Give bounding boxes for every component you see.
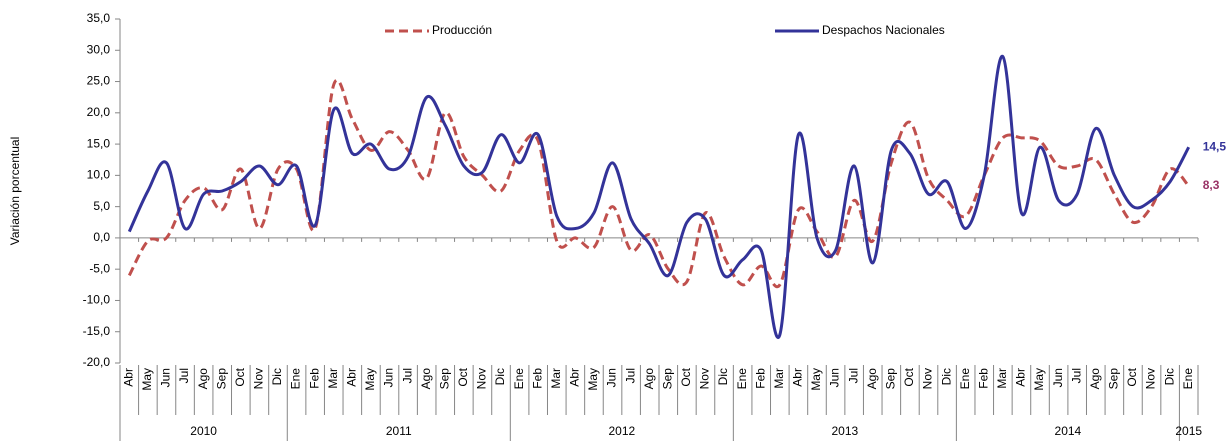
x-tick-label: Jul: [177, 368, 191, 383]
value-label: 8,3: [1203, 178, 1220, 192]
x-tick-label: Feb: [530, 368, 544, 389]
y-tick-label: 25,0: [87, 74, 111, 88]
x-tick-label: Abr: [344, 368, 358, 387]
x-tick-label: Jul: [846, 368, 860, 383]
x-tick-label: Ene: [289, 368, 303, 390]
x-group-label: 2013: [832, 424, 859, 438]
x-tick-label: Ene: [735, 368, 749, 390]
x-tick-label: Abr: [121, 368, 135, 387]
y-tick-label: -10,0: [83, 293, 111, 307]
x-tick-label: Sep: [660, 368, 674, 390]
x-tick-label: Jul: [623, 368, 637, 383]
x-tick-label: Feb: [307, 368, 321, 389]
x-tick-label: Oct: [233, 367, 247, 386]
x-tick-label: Abr: [568, 368, 582, 387]
x-tick-label: Sep: [214, 368, 228, 390]
y-tick-label: 15,0: [87, 136, 111, 150]
x-tick-label: May: [586, 368, 600, 391]
y-tick-label: 5,0: [93, 199, 110, 213]
x-tick-label: Mar: [995, 368, 1009, 389]
x-tick-label: Oct: [1125, 367, 1139, 386]
y-axis-label: Variación porcentual: [8, 137, 22, 246]
x-tick-label: Mar: [326, 368, 340, 389]
x-group-label: 2012: [608, 424, 635, 438]
x-tick-label: May: [809, 368, 823, 391]
x-tick-label: Jun: [828, 368, 842, 387]
y-tick-label: 0,0: [93, 230, 110, 244]
value-label: 14,5: [1203, 139, 1227, 153]
x-tick-label: Ene: [958, 368, 972, 390]
x-tick-label: Sep: [437, 368, 451, 390]
x-group-label: 2015: [1175, 424, 1202, 438]
x-group-label: 2014: [1055, 424, 1082, 438]
x-tick-label: Mar: [549, 368, 563, 389]
x-tick-label: Dic: [939, 368, 953, 385]
x-tick-label: Abr: [791, 368, 805, 387]
x-tick-label: Jun: [382, 368, 396, 387]
y-tick-label: 30,0: [87, 42, 111, 56]
x-tick-label: Jun: [1051, 368, 1065, 387]
x-tick-label: Dic: [270, 368, 284, 385]
x-tick-label: Ago: [642, 368, 656, 390]
x-tick-label: Sep: [883, 368, 897, 390]
x-tick-label: Nov: [698, 368, 712, 389]
x-tick-label: May: [363, 368, 377, 391]
x-tick-label: Jun: [159, 368, 173, 387]
x-group-label: 2011: [386, 424, 412, 438]
x-tick-label: Ago: [1088, 368, 1102, 390]
series-line: [127, 55, 1191, 339]
x-tick-label: Dic: [493, 368, 507, 385]
x-tick-label: Ago: [865, 368, 879, 390]
x-tick-label: Feb: [976, 368, 990, 389]
x-tick-label: May: [140, 368, 154, 391]
x-tick-label: Ago: [196, 368, 210, 390]
x-tick-label: Oct: [902, 367, 916, 386]
x-tick-label: Ago: [419, 368, 433, 390]
legend-label: Despachos Nacionales: [822, 23, 945, 37]
x-tick-label: Abr: [1014, 368, 1028, 387]
y-tick-label: 20,0: [87, 105, 111, 119]
x-tick-label: Sep: [1107, 368, 1121, 390]
x-tick-label: Jun: [605, 368, 619, 387]
x-tick-label: Nov: [252, 368, 266, 389]
x-tick-label: Nov: [475, 368, 489, 389]
x-tick-label: Mar: [772, 368, 786, 389]
y-tick-label: -5,0: [89, 261, 110, 275]
y-tick-label: 10,0: [87, 168, 111, 182]
x-tick-label: Feb: [753, 368, 767, 389]
x-tick-label: Nov: [921, 368, 935, 389]
x-tick-label: Oct: [679, 367, 693, 386]
y-tick-label: 35,0: [87, 11, 111, 25]
x-tick-label: Oct: [456, 367, 470, 386]
x-group-label: 2010: [190, 424, 217, 438]
x-tick-label: Ene: [1181, 368, 1195, 390]
x-tick-label: Dic: [1162, 368, 1176, 385]
x-tick-label: May: [1032, 368, 1046, 391]
legend-label: Producción: [432, 23, 492, 37]
x-tick-label: Dic: [716, 368, 730, 385]
x-tick-label: Jul: [1069, 368, 1083, 383]
x-tick-label: Ene: [512, 368, 526, 390]
y-tick-label: -20,0: [83, 355, 111, 369]
x-tick-label: Jul: [400, 368, 414, 383]
x-tick-label: Nov: [1144, 368, 1158, 389]
y-tick-label: -15,0: [83, 324, 111, 338]
